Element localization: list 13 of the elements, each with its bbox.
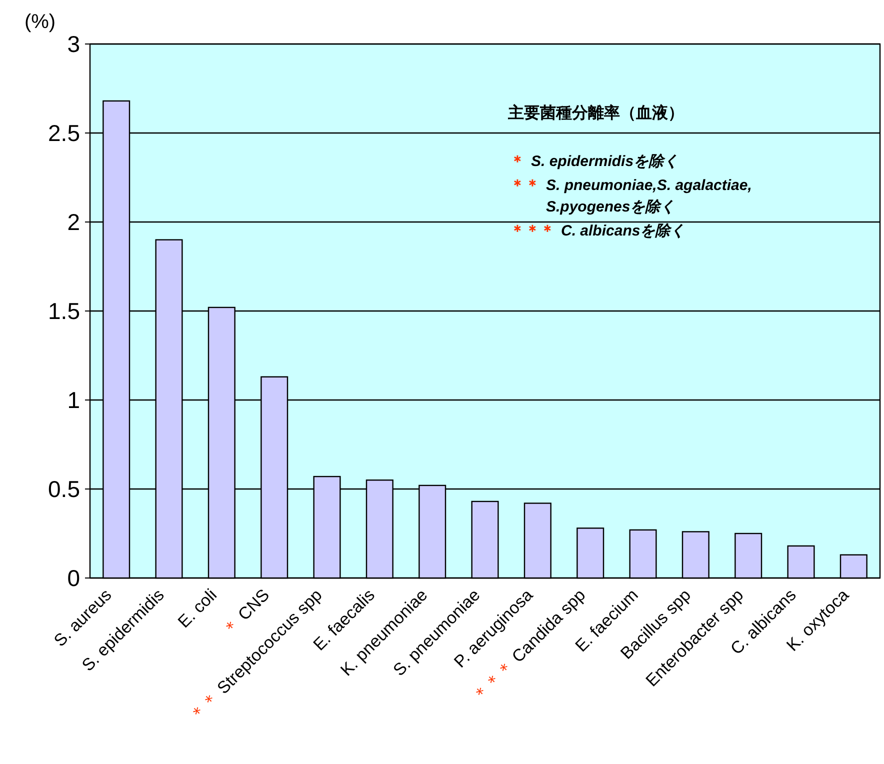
x-tick-label: E. coli <box>174 585 220 632</box>
annotation: ＊ S. epidermidisを除く <box>510 153 679 170</box>
text: 主要菌種分離率（血液） <box>507 103 684 122</box>
y-tick-label: 2.5 <box>48 120 80 146</box>
y-tick-label: 1.5 <box>48 298 80 324</box>
y-tick-label: 0 <box>67 565 80 591</box>
y-tick-label: 1 <box>67 387 80 413</box>
annotation: ＊＊ S. pneumoniae,S. agalactiae, S.pyogenesを除く <box>510 177 752 216</box>
annotation: ＊＊＊ C. albicansを除く <box>510 222 686 240</box>
y-axis-title: (%) <box>24 11 56 33</box>
y-tick-label: 2 <box>67 209 80 235</box>
y-tick-label: 3 <box>67 31 80 57</box>
y-tick-label: 0.5 <box>48 476 80 502</box>
